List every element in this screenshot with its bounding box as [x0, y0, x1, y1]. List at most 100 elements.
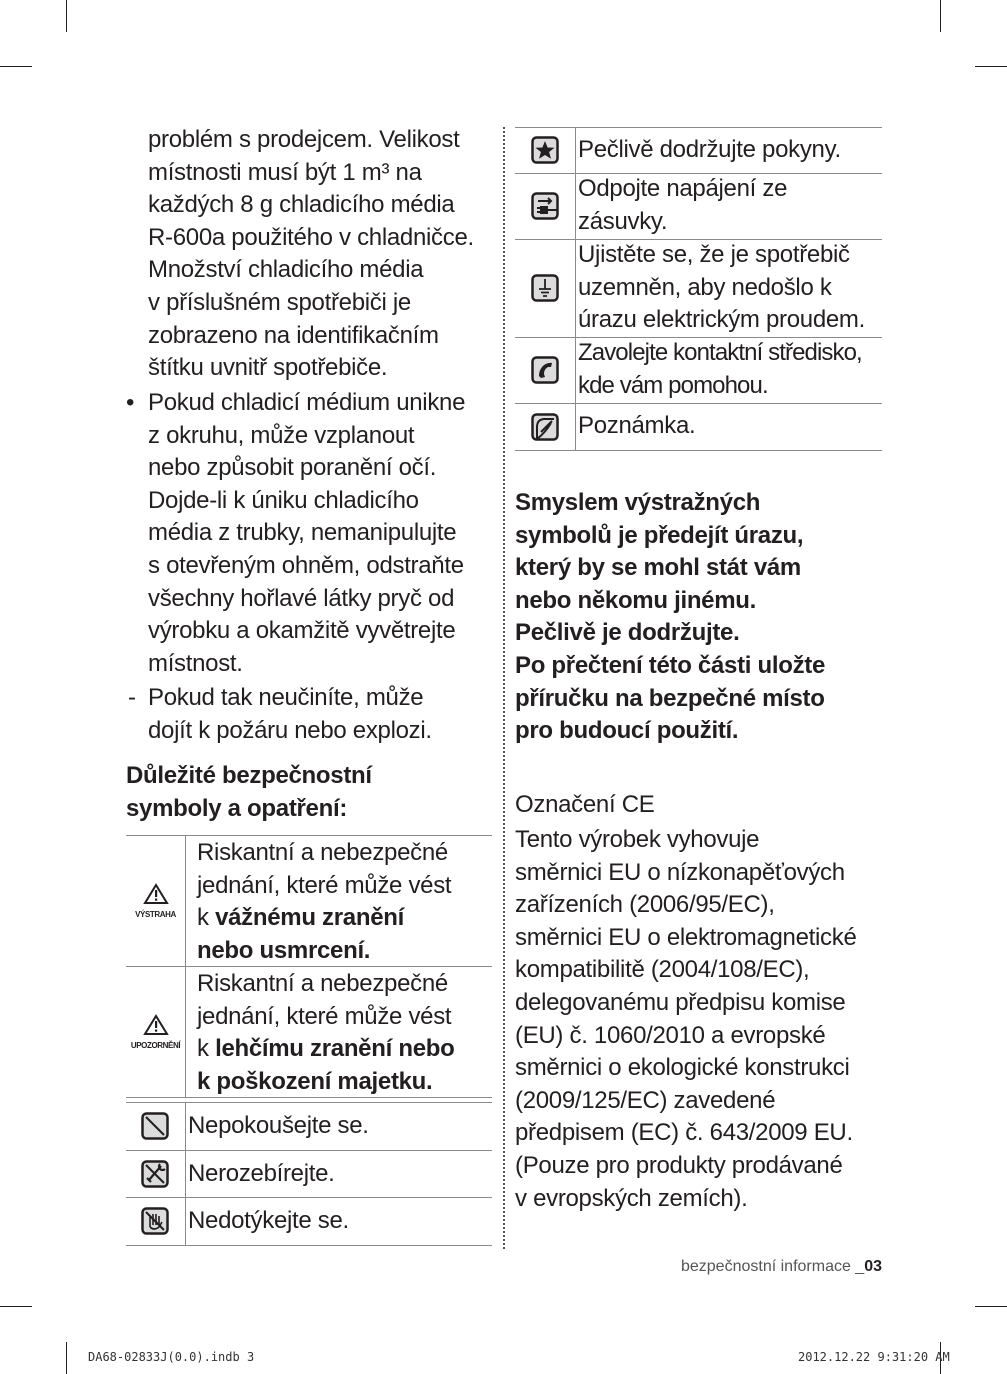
- text-line: Tento výrobek vyhovuje: [515, 826, 760, 853]
- symbol-description: Zavolejte kontaktní středisko, kde vám po…: [578, 337, 863, 402]
- text-line: dojít k požáru nebo explozi.: [148, 716, 432, 744]
- text-line: symbolů je předejít úrazu,: [515, 521, 804, 549]
- ce-text: Tento výrobek vyhovuje směrnici EU o nízk…: [515, 824, 857, 1215]
- table-rule: [515, 450, 882, 451]
- text-line: Pečlivě dodržujte pokyny.: [578, 135, 841, 163]
- crop-mark: [975, 1306, 1007, 1307]
- symbol-description: Odpojte napájení ze zásuvky.: [578, 173, 787, 238]
- table-rule: [126, 966, 492, 967]
- table-rule: [126, 1102, 492, 1103]
- table-rule: [515, 173, 882, 174]
- text-line: média z trubky, nemanipulujte: [148, 519, 457, 547]
- text-line: Důležité bezpečnostní: [126, 762, 372, 789]
- text-line: s otevřeným ohněm, odstraňte: [148, 551, 464, 579]
- text-line: Pokud chladicí médium unikne: [148, 389, 466, 416]
- text-line: symboly a opatření:: [126, 794, 348, 822]
- text-line: k vážnému zranění: [197, 904, 404, 932]
- note-icon: [531, 412, 559, 441]
- text-line: Množství chladicího média: [148, 256, 424, 284]
- text-line: místnost.: [148, 649, 243, 677]
- section-heading: Důležité bezpečnostní symboly a opatření:: [126, 760, 372, 825]
- warning-label: UPOZORNĚNÍ: [130, 1040, 181, 1050]
- text-line: každých 8 g chladicího média: [148, 191, 455, 219]
- warning-symbol: VÝSTRAHA: [126, 882, 185, 919]
- table-divider: [575, 127, 576, 450]
- dash-marker: -: [128, 684, 136, 711]
- text-line: Pečlivě je dodržujte.: [515, 619, 740, 647]
- text-line: Smyslem výstražných: [515, 489, 761, 516]
- table-divider: [185, 1102, 186, 1245]
- text-line: Zavolejte kontaktní středisko,: [578, 339, 863, 367]
- crop-mark: [0, 1306, 32, 1307]
- prohibited-icon: [141, 1112, 169, 1140]
- crop-mark: [975, 66, 1007, 67]
- warning-triangle-icon: [142, 882, 169, 904]
- warning-triangle-icon: [142, 1013, 169, 1035]
- text-line: delegovanému předpisu komise: [515, 988, 846, 1016]
- warning-description: Riskantní a nebezpečné jednání, které můž…: [197, 837, 452, 967]
- text-line: v evropských zemích).: [515, 1184, 748, 1212]
- ground-icon: [531, 274, 559, 302]
- symbol-description: Poznámka.: [578, 410, 696, 443]
- text-line: zařízeních (2006/95/EC),: [515, 891, 775, 919]
- text-line: Po přečtení této části uložte: [515, 651, 826, 679]
- text-line: úrazu elektrickým proudem.: [578, 306, 865, 334]
- text-line: k lehčímu zranění nebo: [197, 1035, 455, 1063]
- crop-mark: [940, 1342, 941, 1374]
- text-line: štítku uvnitř spotřebiče.: [148, 354, 388, 382]
- no-touch-icon: [141, 1207, 169, 1235]
- table-rule: [126, 1150, 492, 1151]
- table-rule: [126, 1097, 492, 1098]
- text-line: v příslušném spotřebiči je: [148, 288, 411, 316]
- table-rule: [515, 403, 882, 404]
- star-icon: [531, 136, 559, 164]
- text-line: (EU) č. 1060/2010 a evropské: [515, 1021, 826, 1049]
- text-line: směrnici EU o elektromagnetické: [515, 923, 857, 951]
- text-line: směrnici EU o nízkonapěťových: [515, 858, 845, 886]
- text-line: jednání, které může vést: [197, 1002, 452, 1030]
- text-line: zásuvky.: [578, 207, 668, 235]
- text-line: všechny hořlavé látky pryč od: [148, 584, 455, 612]
- text-line: Dojde-li k úniku chladicího: [148, 486, 419, 514]
- text-line: Pokud tak neučiníte, může: [148, 684, 424, 711]
- table-rule: [515, 239, 882, 240]
- text-line: uzemněn, aby nedošlo k: [578, 273, 832, 301]
- text-line: Riskantní a nebezpečné: [197, 970, 448, 997]
- text-line: (2009/125/EC) zavedené: [515, 1086, 776, 1114]
- text-line: R-600a použitého v chladničce.: [148, 223, 474, 251]
- text-line: nebo způsobit poranění očí.: [148, 454, 437, 482]
- text-line: příručku na bezpečné místo: [515, 684, 825, 712]
- symbol-description: Pečlivě dodržujte pokyny.: [578, 134, 841, 167]
- warning-symbol: UPOZORNĚNÍ: [126, 1013, 185, 1050]
- text-line: kompatibilitě (2004/108/EC),: [515, 956, 810, 984]
- warning-purpose-paragraph: Smyslem výstražných symbolů je předejít ú…: [515, 487, 825, 748]
- text-line: který by se mohl stát vám: [515, 554, 801, 582]
- text-line: nebo usmrcení.: [197, 936, 371, 964]
- warning-description: Riskantní a nebezpečné jednání, které můž…: [197, 968, 455, 1098]
- slug-timestamp: 2012.12.22 9:31:20 AM: [798, 1350, 950, 1364]
- warning-label: VÝSTRAHA: [135, 909, 176, 919]
- text-line: k poškození majetku.: [197, 1067, 433, 1095]
- phone-icon: [531, 356, 559, 384]
- table-divider: [185, 835, 186, 1097]
- section-name: bezpečnostní informace _: [680, 1258, 865, 1275]
- table-rule: [515, 127, 882, 128]
- symbol-description: Ujistěte se, že je spotřebič uzemněn, aby…: [578, 239, 865, 337]
- bullet-marker: •: [126, 389, 135, 416]
- text-line: směrnici o ekologické konstrukci: [515, 1054, 850, 1082]
- text-line: problém s prodejcem. Velikost: [148, 126, 460, 153]
- table-rule: [126, 1245, 492, 1246]
- page-footer: bezpečnostní informace _03: [681, 1258, 882, 1276]
- text-line: předpisem (EC) č. 643/2009 EU.: [515, 1119, 853, 1147]
- table-rule: [126, 1197, 492, 1198]
- symbol-description: Nedotýkejte se.: [188, 1207, 349, 1234]
- text-line: zobrazeno na identifikačním: [148, 321, 439, 349]
- text-line: kde vám pomohou.: [578, 371, 769, 399]
- symbol-description: Nerozebírejte.: [188, 1159, 335, 1187]
- text-line: Ujistěte se, že je spotřebič: [578, 241, 850, 269]
- text-line: nebo někomu jinému.: [515, 586, 756, 614]
- text-line: Poznámka.: [578, 412, 696, 440]
- text-line: Riskantní a nebezpečné: [197, 839, 448, 866]
- text-line: (Pouze pro produkty prodávané: [515, 1151, 843, 1179]
- symbol-description: Nepokoušejte se.: [188, 1112, 369, 1139]
